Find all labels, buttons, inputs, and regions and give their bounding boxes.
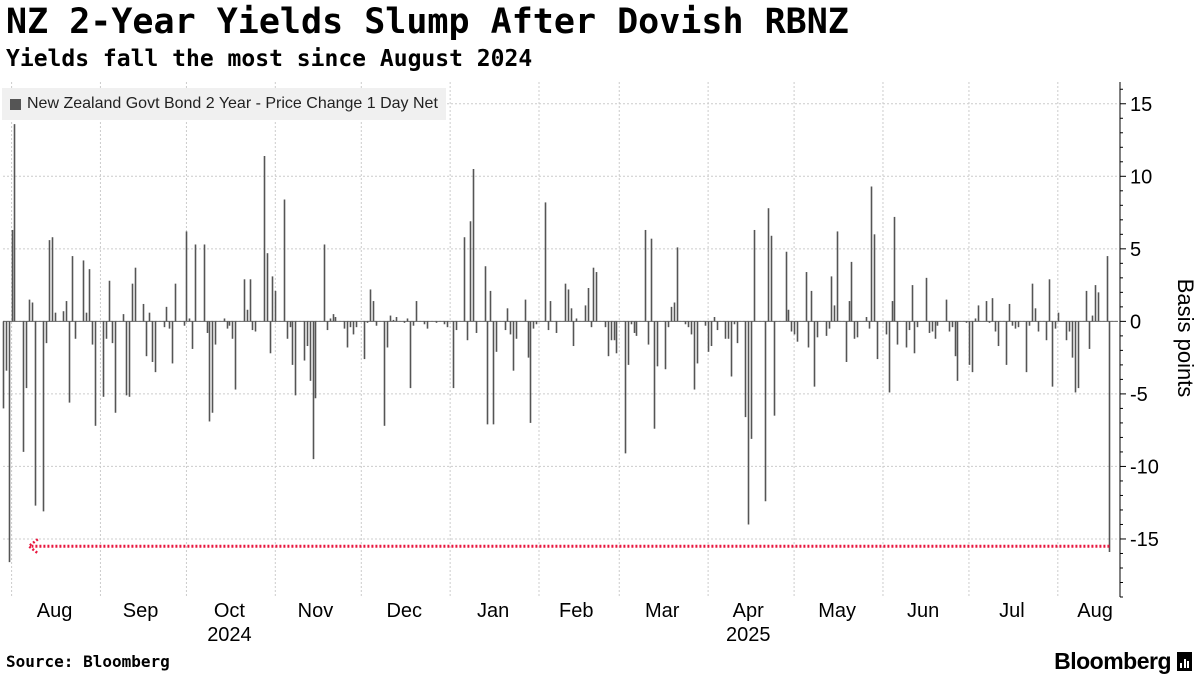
y-tick-label: -10 bbox=[1130, 456, 1159, 478]
x-tick-label: Feb bbox=[559, 600, 593, 622]
x-tick-label: Jul bbox=[999, 600, 1025, 622]
brand-name: Bloomberg bbox=[1054, 648, 1171, 674]
legend-label: New Zealand Govt Bond 2 Year - Price Cha… bbox=[27, 95, 438, 112]
x-tick-label: Sep bbox=[123, 600, 159, 622]
grid-lines bbox=[3, 82, 1118, 597]
y-tick-label: -5 bbox=[1130, 384, 1148, 406]
axes: 15 10 5 0 -5 -10 -15 Aug Sep Oct Nov Dec Jan Feb Mar Ap… bbox=[37, 82, 1159, 646]
x-tick-label: Aug bbox=[37, 600, 73, 622]
bar-series bbox=[2, 124, 1111, 563]
x-tick-label: Mar bbox=[645, 600, 680, 622]
bloomberg-terminal-icon bbox=[1177, 652, 1192, 671]
y-tick-label: 5 bbox=[1130, 239, 1141, 261]
x-year-label: 2025 bbox=[726, 624, 771, 646]
x-tick-label: Jun bbox=[907, 600, 939, 622]
legend: New Zealand Govt Bond 2 Year - Price Cha… bbox=[2, 88, 446, 120]
legend-swatch bbox=[10, 98, 21, 110]
x-tick-label: Aug bbox=[1077, 600, 1113, 622]
x-tick-label: Jan bbox=[477, 600, 509, 622]
y-tick-label: 0 bbox=[1130, 311, 1141, 333]
chart-title: NZ 2-Year Yields Slump After Dovish RBNZ bbox=[6, 2, 849, 42]
y-tick-label: 10 bbox=[1130, 166, 1152, 188]
chart-subtitle: Yields fall the most since August 2024 bbox=[6, 46, 533, 72]
x-tick-label: Oct bbox=[214, 600, 246, 622]
y-axis-label: Basis points bbox=[1173, 278, 1198, 398]
x-year-label: 2024 bbox=[207, 624, 252, 646]
brand-logo: Bloomberg bbox=[1054, 648, 1192, 675]
y-tick-label: -15 bbox=[1130, 529, 1159, 551]
x-tick-label: May bbox=[818, 600, 856, 622]
x-tick-label: Nov bbox=[298, 600, 334, 622]
source-note: Source: Bloomberg bbox=[6, 652, 170, 671]
annotation-arrow bbox=[26, 538, 1110, 555]
y-tick-label: 15 bbox=[1130, 94, 1152, 116]
x-tick-label: Dec bbox=[386, 600, 422, 622]
x-tick-label: Apr bbox=[733, 600, 764, 622]
